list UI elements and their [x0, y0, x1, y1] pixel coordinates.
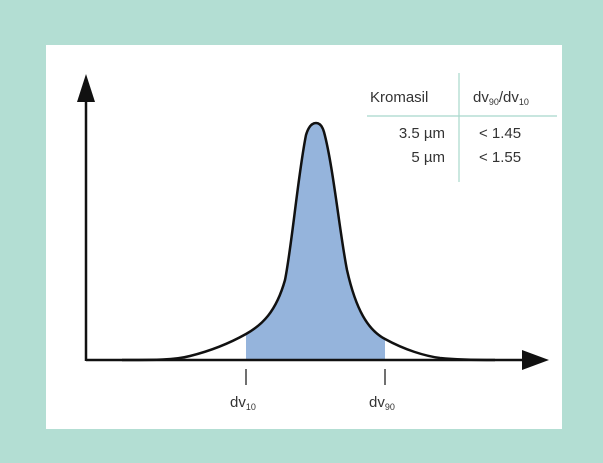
table-header-kromasil: Kromasil	[370, 89, 429, 106]
table-header-ratio: dv90/dv10	[473, 89, 529, 107]
y-axis-arrow	[77, 74, 95, 102]
table-row-size: 5 µm	[411, 149, 445, 166]
distribution-curve	[121, 121, 496, 362]
table-row-ratio: < 1.55	[479, 149, 522, 166]
label-dv90: dv90	[369, 394, 395, 412]
shaded-area	[246, 123, 385, 360]
label-dv10: dv10	[230, 394, 256, 412]
x-axis-arrow	[522, 350, 549, 370]
table-row-ratio: < 1.45	[479, 125, 522, 142]
table-row-size: 3.5 µm	[398, 125, 445, 142]
